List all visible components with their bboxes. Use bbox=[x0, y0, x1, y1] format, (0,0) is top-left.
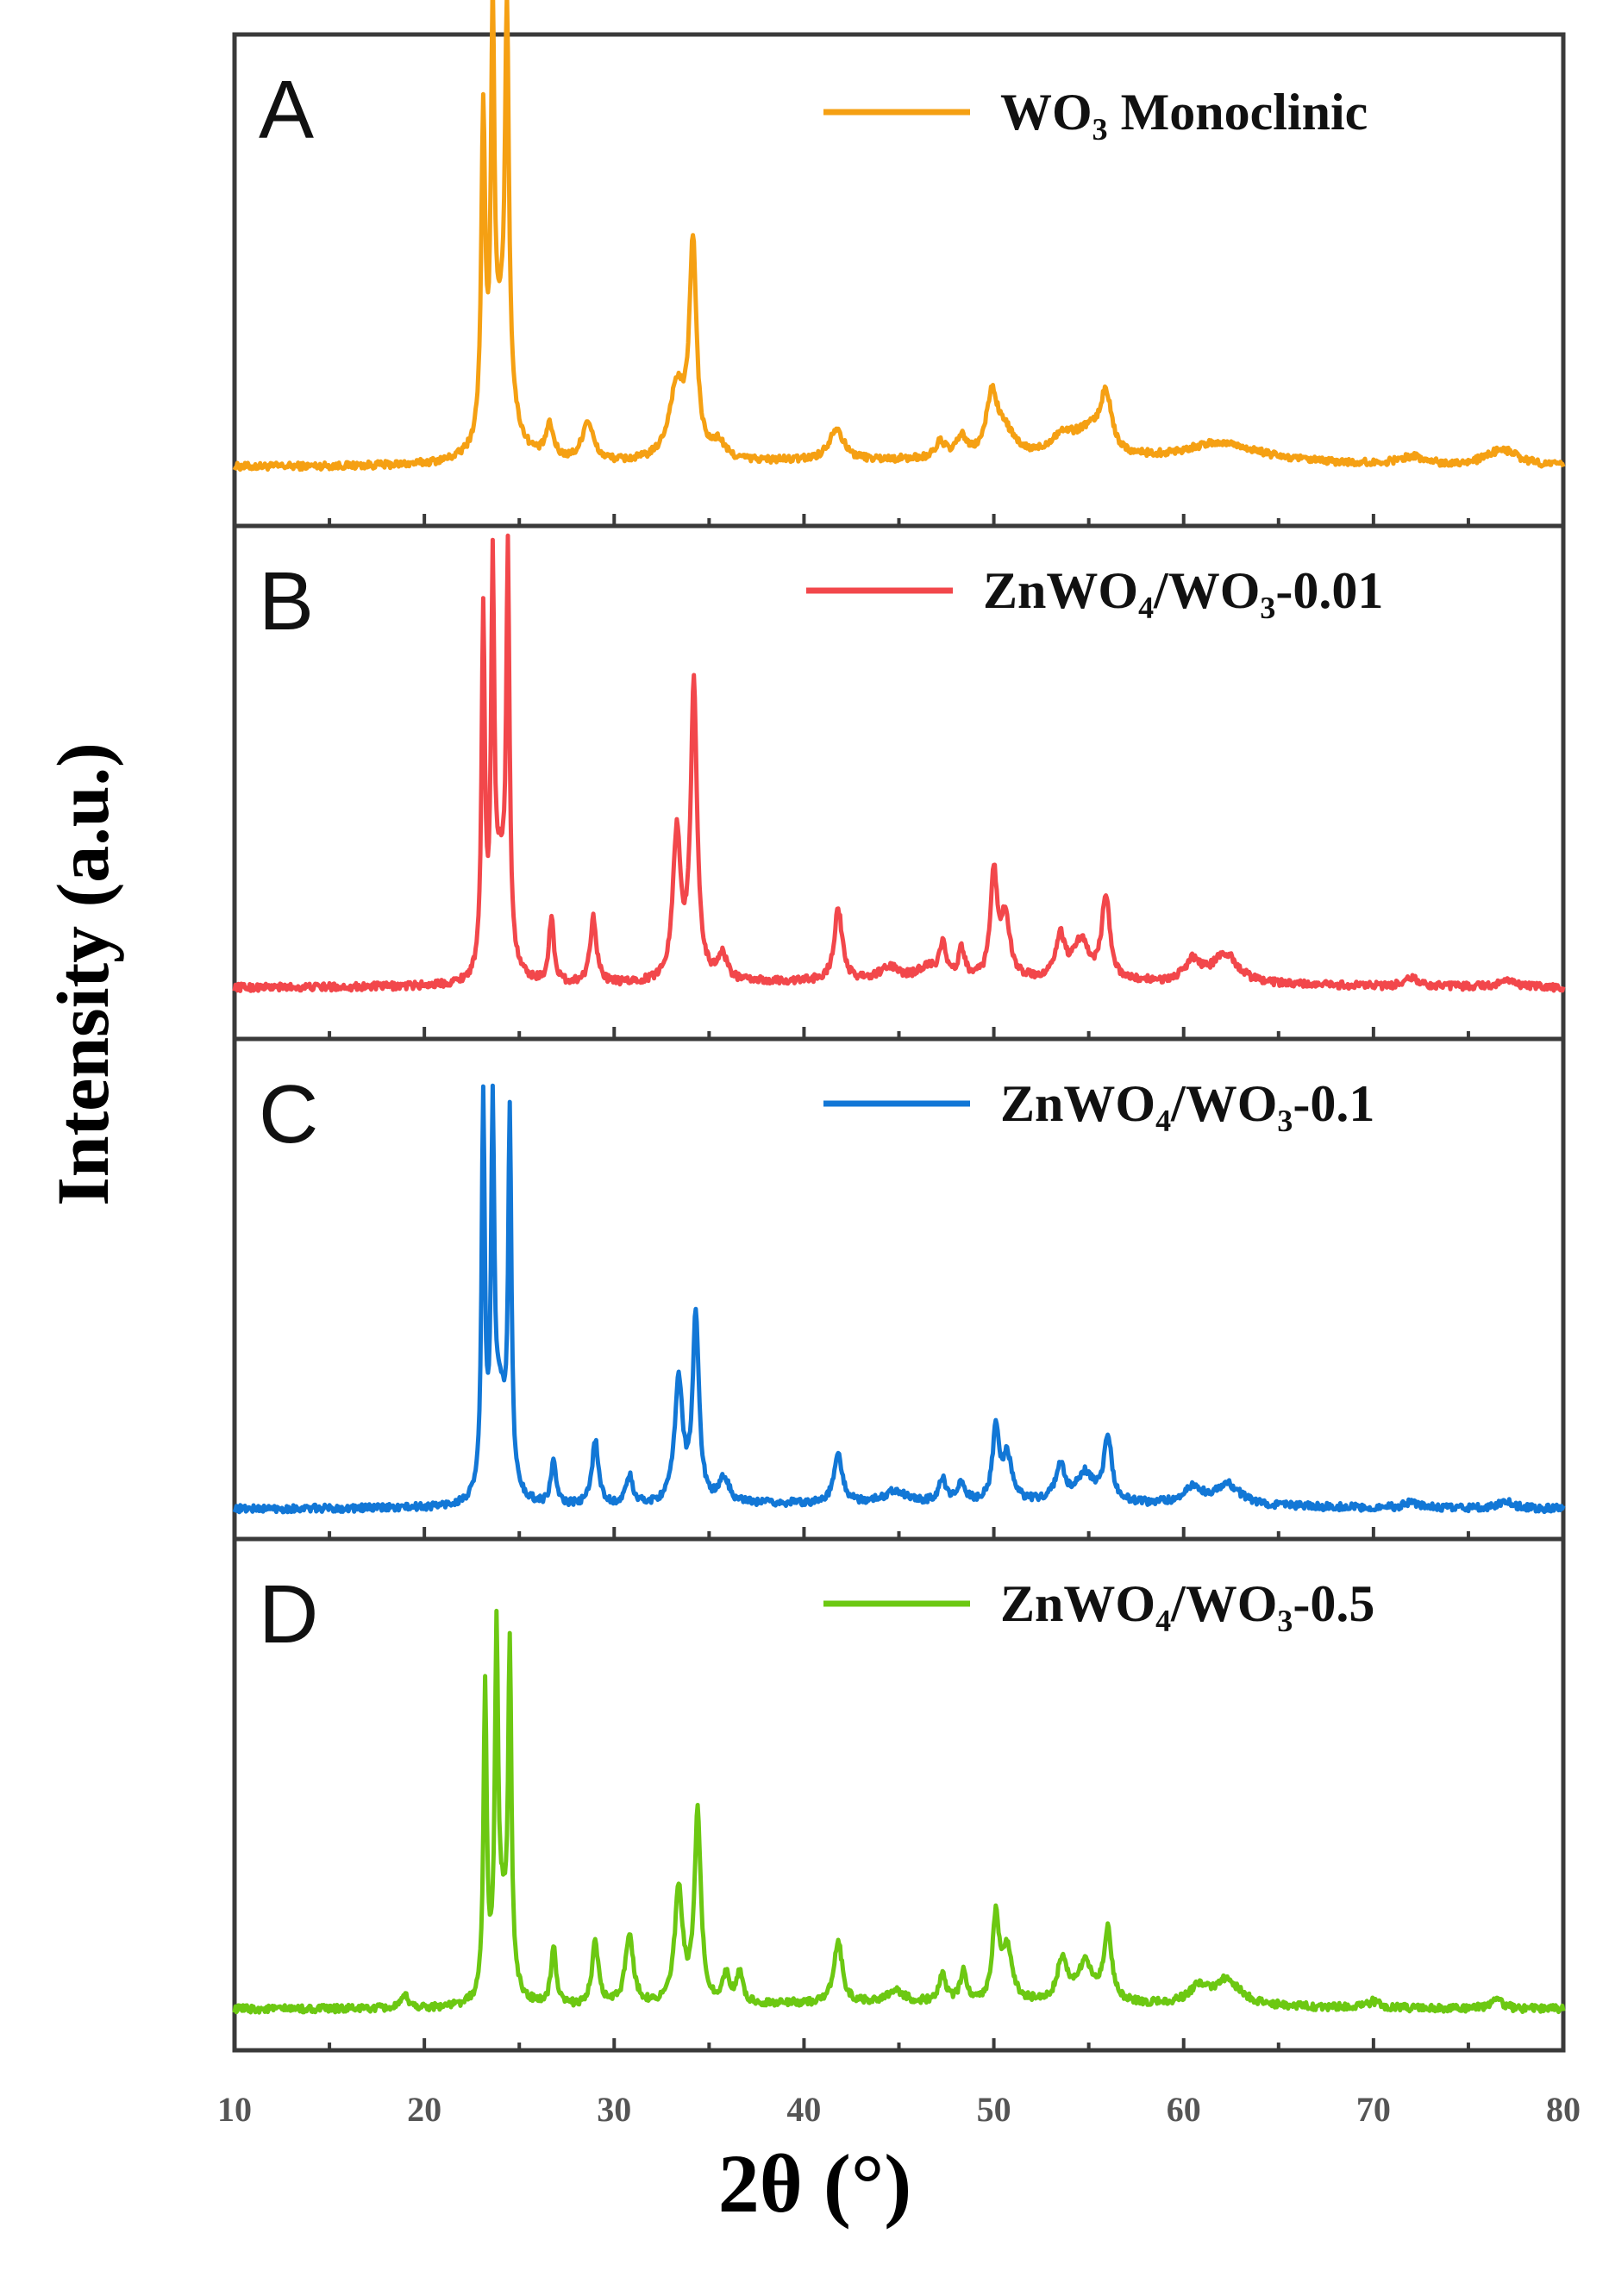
panel-b: B ZnWO₄/WO₃-0.01 bbox=[232, 523, 1566, 1042]
x-tick-label: 40 bbox=[786, 2090, 821, 2129]
legend-label: ZnWO₄/WO₃-0.1 bbox=[1000, 1075, 1374, 1132]
x-tick-label: 30 bbox=[597, 2090, 631, 2129]
y-axis-label-group: Intensity (a.u.) bbox=[41, 742, 124, 1206]
x-tick-label: 60 bbox=[1167, 2090, 1201, 2129]
series-line-c bbox=[232, 1083, 1566, 1515]
legend-label: WO₃ Monoclinic bbox=[1000, 84, 1368, 141]
x-axis-label: 2θ (°) bbox=[718, 2137, 911, 2230]
panel-d: D ZnWO₄/WO₃-0.5 bbox=[232, 1536, 1566, 2053]
panel-letter: D bbox=[259, 1568, 318, 1661]
x-tick-label: 50 bbox=[977, 2090, 1011, 2129]
legend-label: ZnWO₄/WO₃-0.5 bbox=[1000, 1575, 1374, 1632]
x-tick-label: 20 bbox=[407, 2090, 441, 2129]
x-tick-label: 80 bbox=[1546, 2090, 1581, 2129]
panel-letter: C bbox=[259, 1068, 318, 1161]
legend-label: ZnWO₄/WO₃-0.01 bbox=[983, 562, 1383, 619]
series-line-d bbox=[232, 1608, 1566, 2015]
panel-c: C ZnWO₄/WO₃-0.1 bbox=[232, 1036, 1566, 1542]
y-axis-label: Intensity (a.u.) bbox=[41, 742, 124, 1206]
panel-letter: B bbox=[259, 555, 314, 648]
x-axis: 10 20 30 40 50 60 70 80 bbox=[217, 2090, 1581, 2129]
panel-letter: A bbox=[259, 64, 314, 156]
panel-a: A WO₃ Monoclinic bbox=[232, 0, 1566, 529]
series-line-b bbox=[232, 533, 1566, 993]
series-line-a bbox=[232, 0, 1566, 472]
panels-layer: A WO₃ Monoclinic B ZnWO₄/WO₃-0.01 C ZnWO₄/WO₃… bbox=[232, 0, 1566, 2053]
x-tick-label: 10 bbox=[217, 2090, 252, 2129]
x-tick-label: 70 bbox=[1356, 2090, 1391, 2129]
